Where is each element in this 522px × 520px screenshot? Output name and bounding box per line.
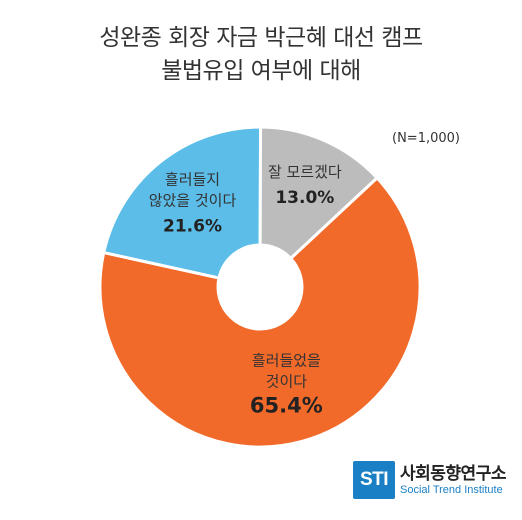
slice-flowed-in	[98, 175, 422, 449]
slice-did-not-flow-in	[101, 125, 263, 280]
logo-name-english: Social Trend Institute	[400, 483, 503, 496]
logo-name-korean: 사회동향연구소	[400, 463, 506, 484]
slice-label-dont-know-line-1: 잘 모르겠다	[268, 163, 342, 181]
sti-logo: STI 사회동향연구소 Social Trend Institute	[353, 460, 506, 500]
slice-label-flowed-in-line-1: 흘러들었을	[252, 351, 321, 369]
sample-size-note: (N=1,000)	[392, 131, 460, 146]
chart-title-line-1: 성완종 회장 자금 박근혜 대선 캠프	[99, 25, 423, 51]
slice-label-did-not-flow-in-line-1: 흘러들지	[165, 171, 220, 189]
slice-value-did-not-flow-in: 21.6%	[163, 217, 222, 237]
sti-logo-mark: STI	[353, 461, 395, 499]
slice-value-flowed-in: 65.4%	[250, 393, 323, 417]
slice-label-flowed-in-line-2: 것이다	[266, 372, 308, 390]
chart-title-line-2: 불법유입 여부에 대해	[161, 58, 361, 84]
slice-label-did-not-flow-in-line-2: 않았을 것이다	[149, 192, 237, 210]
slice-dont-know	[258, 125, 380, 261]
slice-value-dont-know: 13.0%	[275, 188, 334, 208]
chart-title: 성완종 회장 자금 박근혜 대선 캠프 불법유입 여부에 대해	[0, 22, 522, 88]
